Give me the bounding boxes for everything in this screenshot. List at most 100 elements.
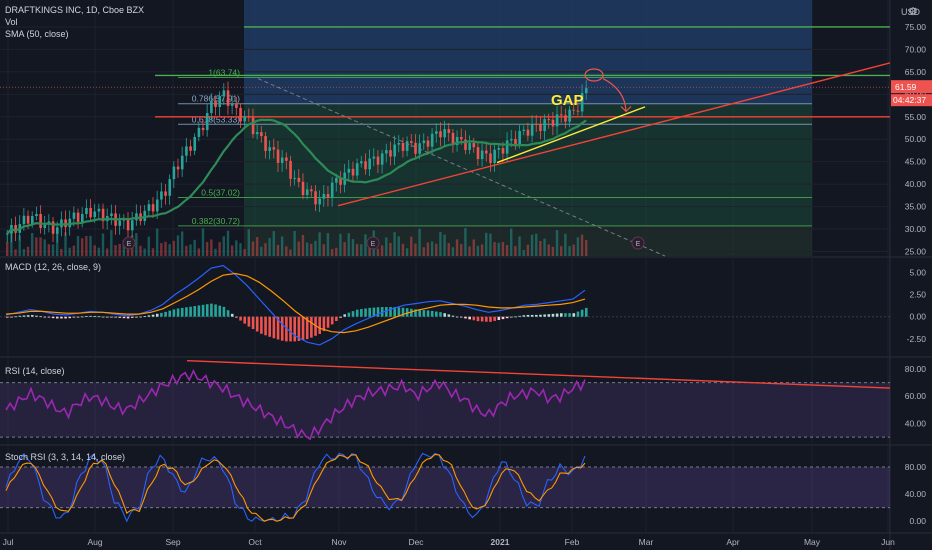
candle-body [155, 199, 159, 212]
volume-legend[interactable]: Vol [5, 17, 18, 27]
symbol-title[interactable]: DRAFTKINGS INC, 1D, Cboe BZX [5, 5, 145, 15]
candle-body [30, 216, 34, 224]
volume-bar [355, 244, 359, 256]
volume-bar [172, 240, 176, 256]
rsi-axis-tick: 60.00 [905, 391, 927, 401]
rsi-legend[interactable]: RSI (14, close) [5, 366, 65, 376]
fib-zone-top [244, 0, 812, 104]
macd-legend[interactable]: MACD (12, 26, close, 9) [5, 262, 102, 272]
time-axis-tick: Apr [726, 537, 739, 547]
macd-axis-tick: 5.00 [909, 268, 926, 278]
candle-body [80, 213, 84, 222]
candle-body [539, 124, 542, 132]
volume-bar [576, 237, 580, 256]
macd-histogram-bar [347, 312, 351, 317]
macd-histogram-bar [226, 310, 230, 317]
macd-histogram-bar [97, 316, 101, 318]
macd-histogram-bar [305, 316, 309, 340]
volume-bar [555, 230, 559, 256]
candle-body [472, 143, 476, 148]
candle-body [560, 114, 563, 116]
macd-histogram-bar [314, 316, 317, 336]
earnings-marker-label: E [636, 241, 641, 248]
candle-body [126, 218, 130, 231]
volume-bar [143, 248, 146, 256]
macd-histogram-bar [322, 316, 326, 332]
time-axis-tick: Aug [87, 537, 102, 547]
macd-histogram-bar [376, 307, 380, 317]
macd-histogram-bar [543, 314, 546, 317]
stoch-rsi-legend[interactable]: Stoch RSI (3, 3, 14, 14, close) [5, 452, 126, 462]
candle-body [447, 129, 451, 133]
macd-histogram-bar [547, 314, 551, 317]
macd-histogram-bar [164, 311, 167, 317]
volume-bar [505, 245, 509, 256]
macd-histogram-bar [368, 307, 371, 317]
candle-body [243, 116, 247, 122]
candle-body [226, 90, 230, 106]
volume-bar [322, 244, 325, 256]
earnings-marker-label: E [127, 241, 132, 248]
candle-body [201, 127, 205, 131]
volume-bar [247, 229, 250, 256]
candle-body [468, 143, 471, 150]
volume-bar [155, 228, 159, 256]
volume-bar [293, 230, 296, 256]
volume-bar [351, 239, 355, 256]
macd-histogram-bar [343, 314, 347, 317]
volume-bar [501, 242, 505, 256]
volume-bar [218, 242, 221, 256]
candle-body [247, 116, 251, 118]
rsi-band [0, 382, 890, 438]
candle-body [351, 168, 355, 176]
candle-body [176, 166, 180, 170]
stoch-axis-tick: 0.00 [909, 516, 926, 526]
stoch-band [0, 466, 890, 508]
candle-body [51, 221, 55, 234]
stoch-d-line [5, 453, 586, 522]
volume-bar [68, 247, 71, 256]
macd-histogram-bar [555, 313, 559, 317]
volume-bar [572, 244, 575, 256]
candle-body [185, 146, 188, 156]
macd-histogram-bar [460, 316, 463, 318]
candle-body [485, 150, 488, 154]
candle-body [510, 138, 513, 141]
gap-label: GAP [551, 92, 584, 109]
gap-arrow-head [620, 105, 632, 113]
fib-level-label: 1(63.74) [208, 68, 240, 78]
candle-body [380, 153, 384, 165]
volume-bar [18, 235, 21, 256]
fib-level-label: 0.382(30.72) [192, 216, 240, 226]
volume-bar [93, 245, 96, 256]
volume-bar [30, 233, 34, 256]
sma-legend[interactable]: SMA (50, close) [5, 29, 69, 39]
macd-histogram-bar [580, 309, 584, 317]
macd-histogram-bar [310, 316, 313, 338]
price-axis-tick: 35.00 [905, 202, 927, 212]
gap-circle-annotation [584, 68, 604, 82]
candle-body [360, 161, 363, 164]
price-axis-tick: 75.00 [905, 22, 927, 32]
volume-bar [518, 236, 521, 256]
volume-bar [426, 242, 430, 256]
macd-axis-tick: -2.50 [907, 334, 927, 344]
volume-bar [230, 245, 234, 256]
earnings-marker [366, 236, 380, 250]
macd-histogram-bar [130, 316, 134, 318]
volume-bar [193, 239, 196, 256]
macd-histogram-bar [80, 316, 84, 318]
volume-bar [393, 232, 396, 256]
time-axis-tick: Jul [3, 537, 14, 547]
candle-body [293, 177, 297, 179]
volume-bar [47, 244, 51, 256]
candle-body [6, 233, 9, 235]
gear-icon[interactable]: ⚙ [908, 6, 918, 18]
candle-body [505, 140, 509, 154]
candle-body [205, 113, 209, 131]
volume-bar [114, 245, 117, 256]
volume-bar [493, 242, 496, 256]
volume-bar [439, 232, 442, 256]
candle-body [39, 214, 42, 229]
